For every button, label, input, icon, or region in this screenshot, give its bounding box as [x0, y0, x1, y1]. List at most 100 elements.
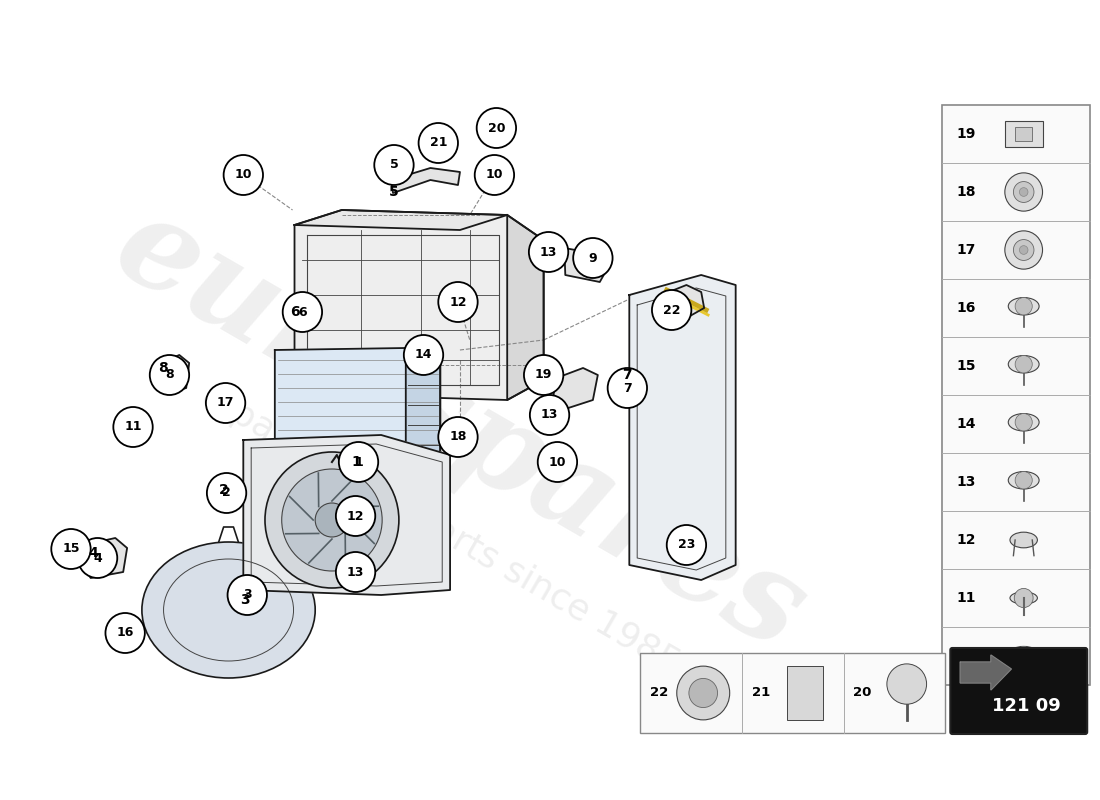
- Circle shape: [206, 383, 245, 423]
- Text: 15: 15: [63, 542, 79, 555]
- Text: 12: 12: [956, 533, 976, 547]
- Circle shape: [1004, 231, 1043, 269]
- Text: 6: 6: [298, 306, 307, 318]
- Circle shape: [689, 678, 717, 707]
- Text: 16: 16: [117, 626, 134, 639]
- Circle shape: [1004, 173, 1043, 211]
- Text: 10: 10: [549, 455, 566, 469]
- Circle shape: [524, 355, 563, 395]
- Circle shape: [529, 232, 569, 272]
- Circle shape: [667, 525, 706, 565]
- Text: 20: 20: [854, 686, 872, 699]
- Text: 8: 8: [157, 361, 167, 375]
- FancyBboxPatch shape: [950, 648, 1087, 734]
- Text: 8: 8: [165, 369, 174, 382]
- Text: 4: 4: [89, 546, 99, 560]
- Text: 18: 18: [956, 185, 976, 199]
- Ellipse shape: [1009, 471, 1040, 489]
- Circle shape: [1014, 589, 1033, 607]
- Polygon shape: [295, 210, 543, 400]
- Circle shape: [106, 613, 145, 653]
- Text: 13: 13: [540, 246, 558, 258]
- Polygon shape: [406, 348, 440, 490]
- Circle shape: [78, 538, 118, 578]
- Text: 14: 14: [956, 417, 976, 431]
- Circle shape: [1015, 414, 1032, 431]
- Polygon shape: [553, 368, 597, 408]
- Circle shape: [150, 355, 189, 395]
- Text: 10: 10: [956, 649, 976, 663]
- Text: 12: 12: [346, 510, 364, 522]
- Circle shape: [339, 442, 378, 482]
- Text: 19: 19: [535, 369, 552, 382]
- Circle shape: [1013, 182, 1034, 202]
- Bar: [1015, 127, 1032, 141]
- Circle shape: [228, 575, 267, 615]
- Circle shape: [1015, 471, 1032, 489]
- Polygon shape: [243, 435, 450, 595]
- Text: 2: 2: [219, 483, 229, 497]
- Text: 22: 22: [650, 686, 668, 699]
- Text: 19: 19: [956, 127, 976, 141]
- Text: 6: 6: [289, 305, 299, 319]
- Circle shape: [404, 335, 443, 375]
- Circle shape: [1015, 298, 1032, 315]
- Ellipse shape: [1009, 355, 1040, 373]
- Text: eurospares: eurospares: [95, 184, 825, 676]
- Polygon shape: [295, 210, 507, 230]
- Polygon shape: [390, 168, 460, 193]
- Text: 16: 16: [956, 301, 976, 315]
- Text: 17: 17: [217, 397, 234, 410]
- Bar: [788, 666, 823, 720]
- Circle shape: [1015, 355, 1032, 373]
- Circle shape: [676, 666, 729, 720]
- Text: 7: 7: [623, 382, 631, 394]
- Circle shape: [282, 469, 382, 571]
- Text: 21: 21: [429, 137, 447, 150]
- Text: 121 09: 121 09: [992, 697, 1062, 714]
- Text: 10: 10: [486, 169, 503, 182]
- Circle shape: [374, 145, 414, 185]
- Circle shape: [476, 108, 516, 148]
- Ellipse shape: [1010, 532, 1037, 548]
- Circle shape: [607, 368, 647, 408]
- Circle shape: [438, 417, 477, 457]
- Circle shape: [283, 292, 322, 332]
- Circle shape: [316, 503, 349, 537]
- Text: 9: 9: [588, 251, 597, 265]
- Circle shape: [475, 155, 514, 195]
- Circle shape: [207, 473, 246, 513]
- Circle shape: [573, 238, 613, 278]
- Polygon shape: [657, 285, 704, 318]
- Text: 20: 20: [487, 122, 505, 134]
- Circle shape: [336, 496, 375, 536]
- Circle shape: [887, 664, 926, 704]
- Text: 13: 13: [956, 475, 976, 489]
- Polygon shape: [275, 348, 440, 490]
- Circle shape: [1020, 188, 1028, 196]
- Text: 1: 1: [352, 455, 362, 469]
- Text: 17: 17: [956, 243, 976, 257]
- Text: 23: 23: [678, 538, 695, 551]
- Text: 3: 3: [241, 593, 250, 607]
- Circle shape: [113, 407, 153, 447]
- Text: 21: 21: [751, 686, 770, 699]
- Ellipse shape: [1010, 592, 1037, 604]
- Polygon shape: [507, 215, 543, 400]
- Text: 2: 2: [222, 486, 231, 499]
- Polygon shape: [80, 538, 128, 578]
- Circle shape: [336, 552, 375, 592]
- Text: 15: 15: [956, 359, 976, 373]
- Circle shape: [438, 282, 477, 322]
- Text: 7: 7: [623, 368, 632, 382]
- Polygon shape: [160, 355, 189, 393]
- Circle shape: [52, 529, 90, 569]
- Polygon shape: [960, 655, 1011, 690]
- Bar: [1004, 121, 1043, 147]
- Text: 22: 22: [663, 303, 681, 317]
- Circle shape: [652, 290, 691, 330]
- Circle shape: [265, 452, 399, 588]
- Text: 18: 18: [449, 430, 466, 443]
- Text: 4: 4: [94, 551, 102, 565]
- Ellipse shape: [1009, 414, 1040, 431]
